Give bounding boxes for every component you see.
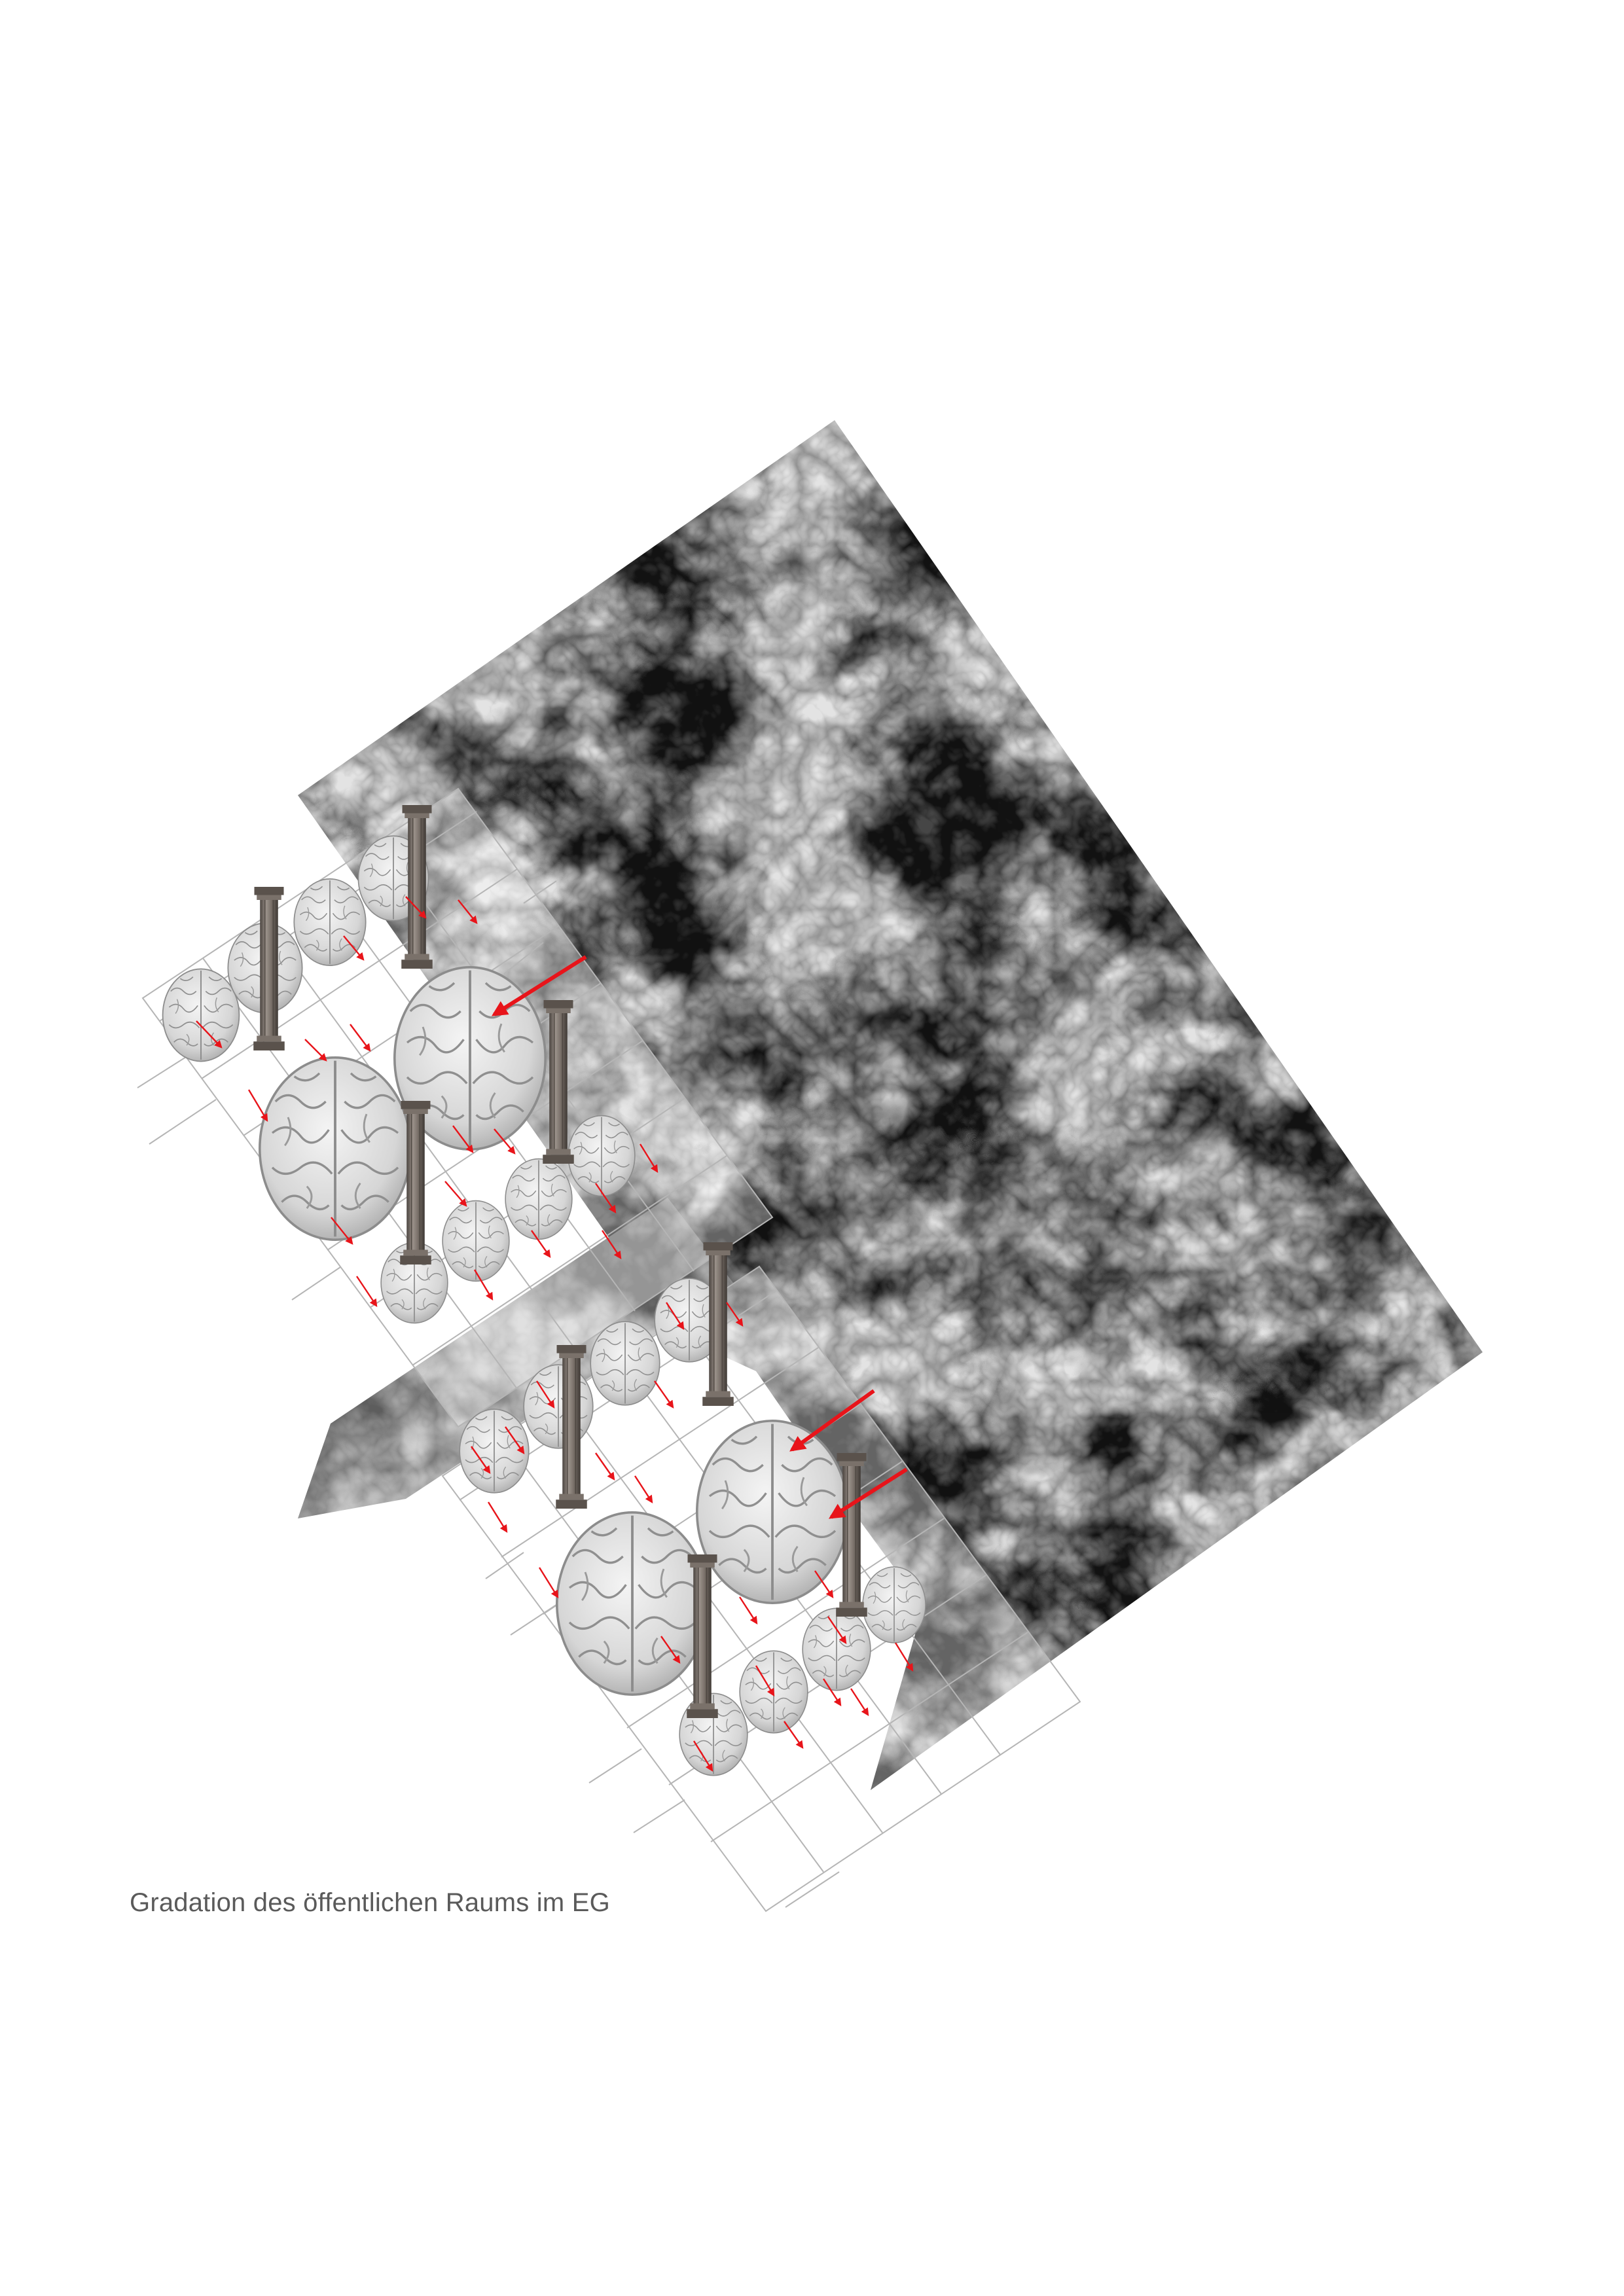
arrow-icon [894, 1642, 914, 1672]
arrow-icon [634, 1475, 653, 1504]
arrow-icon [738, 1596, 758, 1625]
brain-icon [695, 1419, 850, 1605]
arrow-icon [473, 1269, 494, 1301]
brain-icon [568, 1115, 636, 1197]
brain-icon [862, 1566, 926, 1643]
arrow-icon [487, 1501, 508, 1534]
arrow-icon [505, 1426, 525, 1454]
arrow-icon [196, 1020, 223, 1049]
arrow-icon [458, 899, 478, 924]
arrow-icon [356, 1276, 378, 1307]
arrow-icon [535, 1380, 555, 1409]
arrow-icon [331, 1217, 353, 1245]
arrow-icon [693, 1740, 713, 1772]
large-arrow-group [491, 955, 908, 1519]
arrow-icon [452, 1125, 474, 1153]
figure-caption: Gradation des öffentlichen Raums im EG [130, 1888, 610, 1917]
arrow-icon [755, 1665, 775, 1697]
arrow-icon [491, 955, 587, 1016]
arrow-icon [595, 1452, 615, 1480]
arrow-icon [789, 1389, 875, 1452]
arrow-icon [247, 1089, 268, 1122]
arrow-icon [538, 1567, 559, 1599]
brain-icon [442, 1200, 510, 1282]
arrow-icon [494, 1128, 516, 1155]
brain-icon [739, 1650, 808, 1734]
arrow-icon [784, 1721, 804, 1749]
arrow-icon [471, 1446, 491, 1474]
arrow-icon [654, 1380, 674, 1408]
brain-icon [523, 1364, 594, 1449]
arrow-icon [850, 1688, 869, 1717]
brain-icon [459, 1408, 530, 1494]
arrow-icon [602, 1230, 622, 1259]
arrow-icon [814, 1570, 834, 1598]
arrow-icon [350, 1024, 371, 1052]
brain-icon [293, 878, 367, 967]
brain-icon [802, 1607, 871, 1691]
arrow-icon-group [196, 896, 914, 1772]
arrow-icon [405, 896, 427, 919]
arrow-icon [595, 1183, 617, 1213]
brain-icon [162, 968, 240, 1062]
brain-icon [590, 1321, 660, 1406]
arrow-icon [531, 1230, 551, 1258]
arrow-icon [827, 1616, 847, 1644]
arrow-icon [444, 1181, 467, 1207]
arrow-icon [639, 1143, 659, 1174]
brain-icon [505, 1158, 573, 1240]
arrow-icon [726, 1302, 744, 1327]
arrow-icon [822, 1678, 842, 1707]
arrow-icon [828, 1467, 908, 1519]
arrow-icon [665, 1302, 685, 1331]
brain-icon [258, 1056, 412, 1242]
brain-icon [555, 1511, 710, 1696]
arrow-icon [343, 935, 365, 961]
arrow-icon [304, 1039, 327, 1062]
arrow-icon [660, 1636, 681, 1664]
